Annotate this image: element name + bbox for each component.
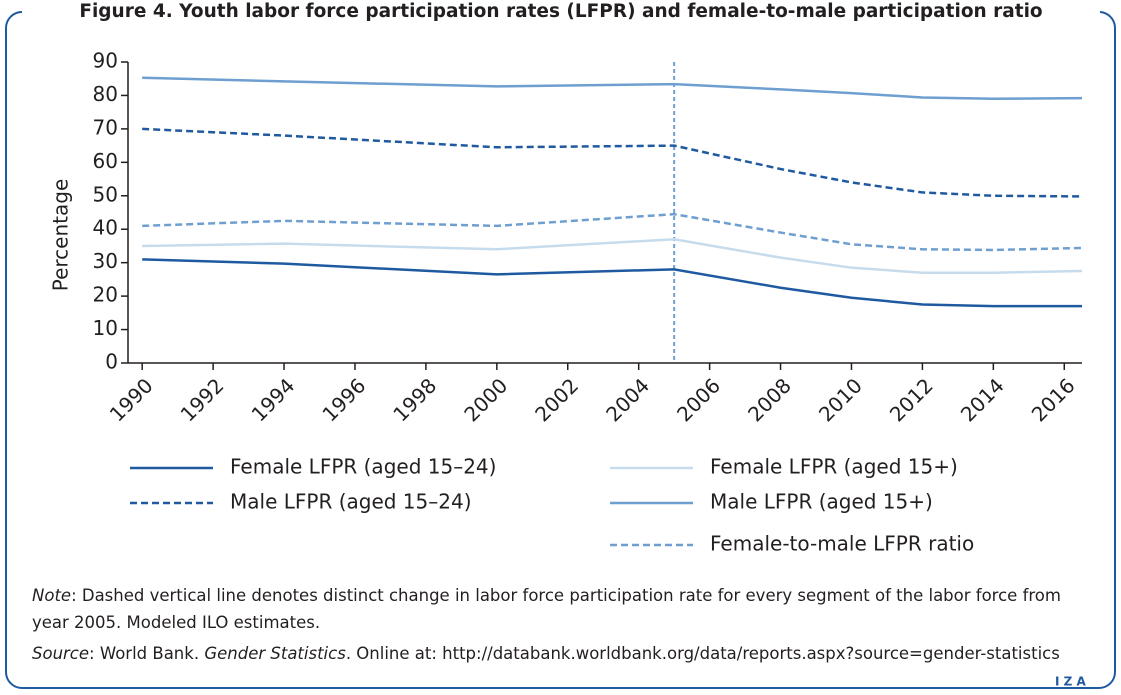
x-tick-label: 2004 [601,373,654,426]
y-tick-label: 40 [93,216,118,240]
y-tick-label: 30 [93,249,118,273]
note-text: : Dashed vertical line denotes distinct … [32,586,1061,632]
source-label: Source [32,644,90,663]
x-tick-label: 1990 [105,373,158,426]
y-axis-label: Percentage [49,179,73,292]
x-tick-label: 1998 [388,373,441,426]
y-tick-label: 10 [93,316,118,340]
x-tick-label: 1996 [317,373,370,426]
x-tick-label: 1992 [176,373,229,426]
chart-title: Figure 4. Youth labor force participatio… [79,1,1042,22]
note-label: Note [32,586,72,605]
x-tick-label: 2010 [814,373,867,426]
source-text: . Online at: http://databank.worldbank.o… [345,644,1060,663]
series-line [142,237,1083,274]
legend-label: Female LFPR (aged 15+) [710,455,958,479]
y-tick-label: 0 [105,350,118,374]
source: Source: World Bank. Gender Statistics. O… [32,640,1092,667]
y-tick-label: 50 [93,182,118,206]
x-tick-label: 1994 [247,373,300,426]
y-tick-label: 70 [93,115,118,139]
note: Note: Dashed vertical line denotes disti… [32,582,1092,636]
y-tick-label: 90 [93,49,118,73]
x-tick-label: 2002 [530,373,583,426]
x-tick-label: 2014 [956,373,1009,426]
legend-label: Female-to-male LFPR ratio [710,532,974,556]
series-line [142,212,1083,252]
legend-label: Male LFPR (aged 15+) [710,490,933,514]
x-tick-label: 2012 [885,373,938,426]
x-tick-label: 2006 [672,373,725,426]
title-bg [22,0,1100,24]
x-tick-label: 2008 [743,373,796,426]
y-tick-label: 20 [93,283,118,307]
series-line [142,76,1083,101]
source-text: : World Bank. [89,644,205,663]
series-line [142,127,1083,198]
x-tick-label: 2016 [1027,373,1080,426]
legend-label: Male LFPR (aged 15–24) [230,490,472,514]
logo: I Z A [1055,675,1087,689]
x-tick-label: 2000 [459,373,512,426]
y-tick-label: 60 [93,149,118,173]
series-line [142,258,1082,308]
source-title: Gender Statistics [204,644,346,663]
y-tick-label: 80 [93,82,118,106]
legend-label: Female LFPR (aged 15–24) [230,455,496,479]
